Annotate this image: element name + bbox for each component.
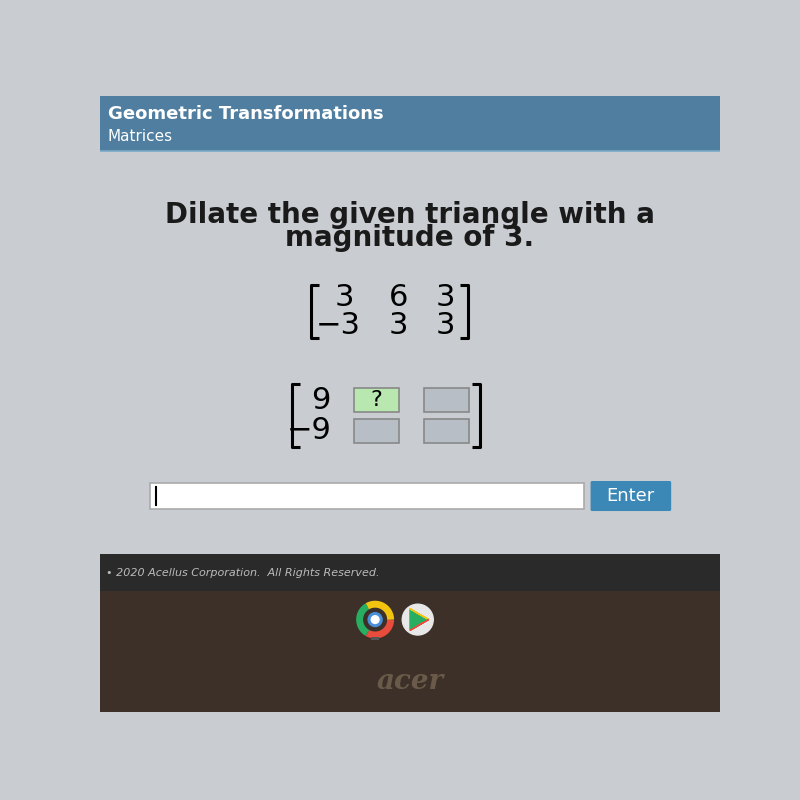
Bar	[150, 482, 584, 510]
FancyBboxPatch shape	[354, 418, 399, 443]
Text: Matrices: Matrices	[108, 129, 173, 143]
Text: −3: −3	[315, 311, 361, 340]
Text: 3: 3	[334, 283, 354, 312]
FancyBboxPatch shape	[424, 388, 469, 413]
Text: 3: 3	[435, 311, 454, 340]
Text: 9: 9	[311, 386, 330, 414]
Text: 3: 3	[389, 311, 408, 340]
Bar	[371, 637, 379, 640]
Text: Geometric Transformations: Geometric Transformations	[108, 106, 383, 123]
Circle shape	[368, 613, 382, 626]
Circle shape	[371, 616, 379, 623]
Polygon shape	[410, 619, 429, 630]
Text: Enter: Enter	[606, 487, 655, 505]
Bar	[100, 591, 720, 712]
Text: −9: −9	[287, 417, 332, 446]
Text: ?: ?	[371, 390, 382, 410]
Bar	[100, 554, 720, 591]
FancyBboxPatch shape	[424, 418, 469, 443]
Text: 6: 6	[389, 283, 408, 312]
Circle shape	[402, 604, 434, 635]
Text: 3: 3	[435, 283, 454, 312]
Polygon shape	[410, 609, 429, 630]
FancyBboxPatch shape	[354, 388, 399, 413]
FancyBboxPatch shape	[590, 481, 671, 511]
Bar	[100, 96, 720, 151]
Text: Dilate the given triangle with a: Dilate the given triangle with a	[165, 202, 655, 230]
Text: • 2020 Acellus Corporation.  All Rights Reserved.: • 2020 Acellus Corporation. All Rights R…	[106, 568, 380, 578]
Text: magnitude of 3.: magnitude of 3.	[286, 225, 534, 253]
Polygon shape	[410, 609, 429, 619]
Text: acer: acer	[377, 668, 443, 694]
